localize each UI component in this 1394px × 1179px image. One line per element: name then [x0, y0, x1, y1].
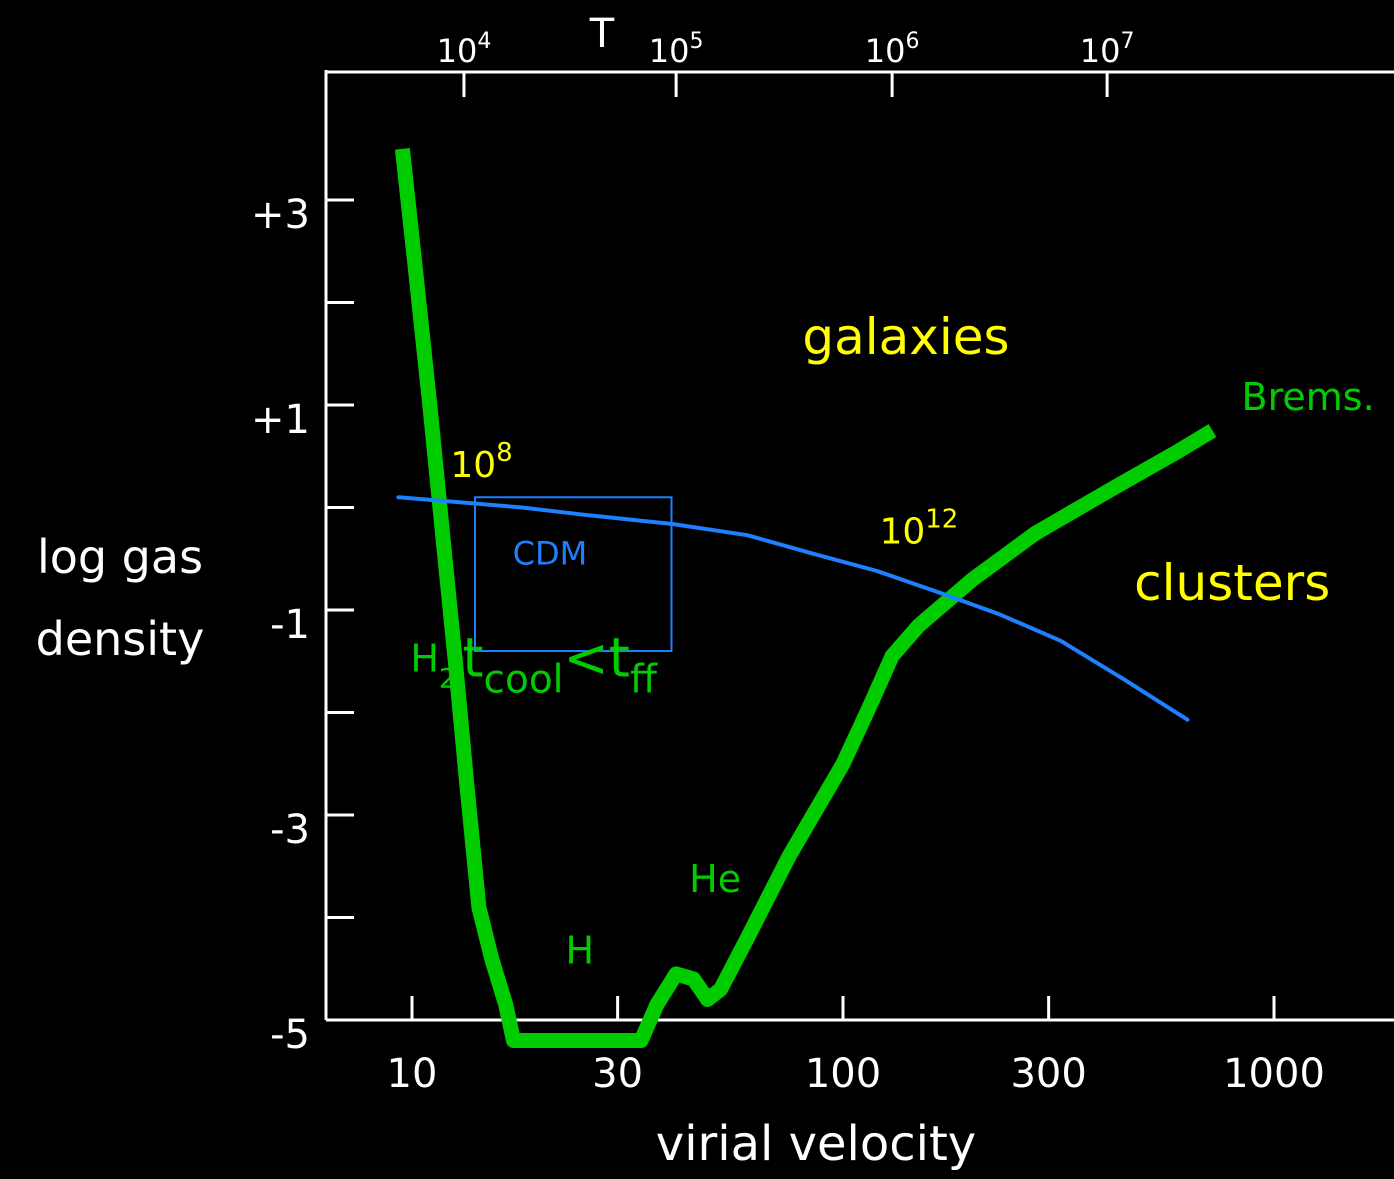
x-tick-label: 300: [1010, 1051, 1086, 1097]
top-tick-base: 10: [865, 32, 906, 70]
top-tick-label: 104: [437, 29, 492, 70]
annotation-exponent: 8: [496, 438, 513, 468]
cdm-box-label: CDM: [513, 534, 588, 572]
annotation-subscript: 2: [439, 664, 456, 695]
y-axis-label-line-1: log gas: [37, 530, 203, 584]
annotation-text: galaxies: [802, 308, 1009, 366]
top-tick-exponent: 6: [905, 29, 919, 54]
annotation-m8: 108: [450, 438, 512, 486]
top-axis-ticks: 104 105 106 107: [437, 29, 1135, 97]
annotation-text: H: [565, 929, 594, 973]
top-tick-base: 10: [437, 32, 478, 70]
x-axis-label: virial velocity: [656, 1116, 976, 1172]
annotation-h: H: [565, 929, 594, 973]
x-tick-label: 10: [387, 1051, 438, 1097]
annotation-text: clusters: [1134, 554, 1330, 612]
cdm-box: [473, 496, 673, 652]
y-tick-label: +3: [251, 192, 310, 238]
x-tick-label: 30: [592, 1051, 643, 1097]
y-axis-label-line-2: density: [36, 612, 205, 666]
y-tick-label: -1: [270, 602, 310, 648]
annotation-text: Brems.: [1242, 375, 1375, 419]
x-tick-label: 1000: [1223, 1051, 1325, 1097]
x-tick-label: 100: [805, 1051, 881, 1097]
top-tick-exponent: 4: [477, 29, 491, 54]
y-tick-label: +1: [251, 397, 310, 443]
top-tick-base: 10: [649, 32, 690, 70]
annotation-subscript: cool: [484, 658, 564, 703]
top-tick-label: 107: [1080, 29, 1135, 70]
y-tick-label: -3: [270, 807, 310, 853]
top-tick-label: 105: [649, 29, 704, 70]
annotation-h2: H2: [410, 637, 456, 695]
top-tick-base: 10: [1080, 32, 1121, 70]
top-axis-label: T: [589, 11, 615, 57]
annotation-m12: 1012: [879, 504, 958, 552]
annotation-brems: Brems.: [1242, 375, 1375, 419]
annotation-galaxies: galaxies: [802, 308, 1009, 366]
y-ticks: -5 -3 -1 +1 +3: [251, 192, 354, 1058]
annotation-base: 10: [450, 445, 496, 486]
annotation-base: 10: [879, 511, 925, 552]
series-cdm-curve: [396, 495, 1190, 722]
annotation-text: H: [410, 637, 439, 681]
top-tick-exponent: 5: [689, 29, 703, 54]
annotation-subscript-2: ff: [630, 658, 658, 703]
y-tick-label: -5: [270, 1012, 310, 1058]
top-tick-exponent: 7: [1120, 29, 1134, 54]
x-ticks: 10 30 100 300 1000: [387, 996, 1325, 1097]
top-tick-label: 106: [865, 29, 920, 70]
annotation-text: t: [462, 627, 483, 690]
series-cooling-curve: [394, 147, 1217, 1048]
annotation-text-mid: <t: [564, 627, 630, 690]
annotation-exponent: 12: [925, 504, 958, 534]
annotation-text: He: [689, 857, 741, 901]
annotation-he: He: [689, 857, 741, 901]
annotations: H2HHeBrems.galaxiesclusters1081012tcool<…: [410, 308, 1374, 973]
annotation-tcool: tcool<tff: [462, 627, 658, 703]
annotation-clusters: clusters: [1134, 554, 1330, 612]
